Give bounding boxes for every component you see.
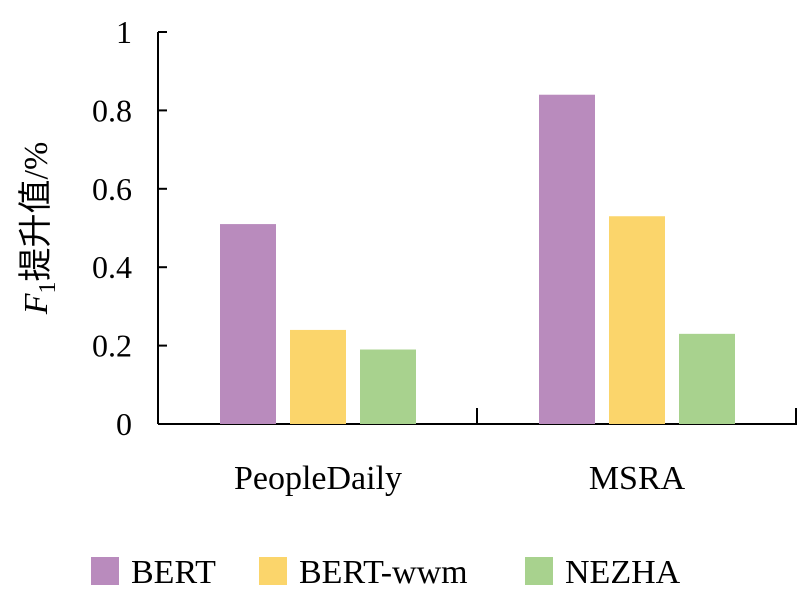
category-label: PeopleDaily [234, 460, 402, 497]
y-tick-label: 0.6 [92, 171, 132, 207]
bars [220, 94, 735, 424]
legend-label-nezha: NEZHA [565, 554, 681, 591]
legend-label-bert: BERT [131, 554, 216, 591]
y-axis-title-subscript: 1 [35, 282, 61, 294]
bar-nezha-peopledaily [360, 349, 416, 424]
bar-bert-peopledaily [220, 224, 276, 424]
bar-bert-wwm-peopledaily [290, 329, 346, 424]
bar-bert-wwm-msra [609, 216, 665, 424]
y-axis-ticks: 0 0.2 0.4 0.6 0.8 1 [92, 14, 167, 442]
legend-swatch-bert-wwm [259, 557, 287, 585]
y-tick-label: 1 [116, 14, 132, 50]
legend: BERT BERT-wwm NEZHA [91, 554, 681, 591]
legend-swatch-bert [91, 557, 119, 585]
y-axis-title-symbol: F [18, 292, 55, 315]
bar-bert-msra [539, 94, 595, 424]
y-tick-label: 0.2 [92, 328, 132, 364]
legend-swatch-nezha [525, 557, 553, 585]
y-axis-label: F1提升值/% [17, 142, 61, 316]
y-tick-label: 0.4 [92, 249, 132, 285]
y-tick-label: 0.8 [92, 92, 132, 128]
y-axis-title-text: 提升值/% [17, 142, 55, 282]
category-labels: PeopleDaily MSRA [234, 460, 686, 497]
legend-label-bert-wwm: BERT-wwm [299, 554, 468, 591]
category-label: MSRA [589, 460, 686, 497]
y-tick-label: 0 [116, 406, 132, 442]
bar-nezha-msra [679, 333, 735, 424]
y-axis-title: F1提升值/% [17, 142, 61, 316]
